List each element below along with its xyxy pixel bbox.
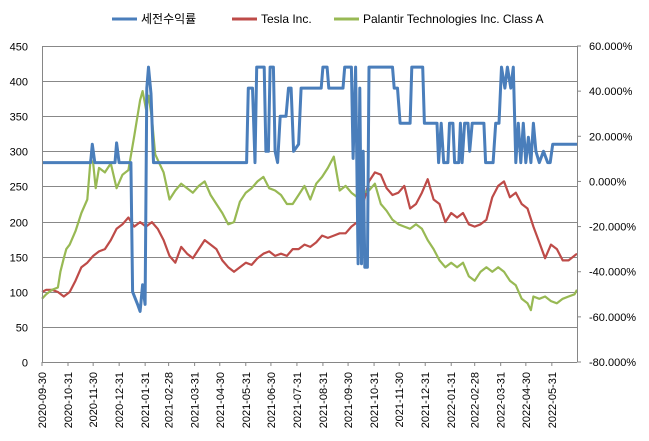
left-axis-ticks: 0 50 100 150 200 250 300 350 400 450 [10,42,28,370]
x-tick-label: 2020-11-30 [88,372,100,427]
x-tick-label: 2022-04-30 [521,372,533,428]
x-tick-label: 2021-07-31 [292,372,304,428]
x-tick-label: 2021-03-31 [190,372,202,428]
right-tick-label: -80.000% [589,357,636,369]
right-tick-label: -20.000% [589,222,636,234]
x-tick-label: 2021-04-30 [215,372,227,428]
legend-label: Tesla Inc. [261,12,312,26]
legend-label: Palantir Technologies Inc. Class A [363,12,544,26]
legend-label: 세전수익률 [141,12,196,26]
x-tick-label: 2021-09-30 [343,372,355,428]
right-tick-label: 20.000% [589,131,633,143]
x-tick-label: 2021-11-30 [394,372,406,427]
x-tick-label: 2021-05-31 [241,372,253,428]
right-axis-ticks: -80.000% -60.000% -40.000% -20.000% 0.000% 20… [589,41,636,369]
left-tick-label: 100 [10,288,28,300]
x-tick-label: 2020-09-30 [37,372,49,428]
left-tick-label: 0 [22,358,28,370]
x-tick-label: 2022-03-31 [496,372,508,428]
right-tick-label: 0.000% [589,176,627,188]
x-tick-label: 2022-01-31 [446,372,458,428]
x-tick-label: 2021-12-31 [420,372,432,428]
left-tick-label: 50 [16,323,28,335]
axes [41,45,581,366]
legend: 세전수익률 Tesla Inc. Palantir Technologies Inc… [112,12,544,26]
left-tick-label: 200 [10,218,28,230]
left-tick-label: 300 [10,147,28,159]
left-tick-label: 350 [10,112,28,124]
x-axis-ticks: 2020-09-30 2020-10-31 2020-11-30 2020-12-31… [37,372,559,428]
x-tick-label: 2022-05-31 [547,372,559,428]
x-tick-label: 2021-06-30 [266,372,278,428]
x-tick-label: 2020-10-31 [63,372,75,428]
x-tick-label: 2021-08-31 [318,372,330,428]
income-rate-line [42,65,577,313]
x-tick-label: 2021-10-31 [369,372,381,428]
legend-item-income-rate: 세전수익률 [112,12,196,26]
x-tick-label: 2021-02-28 [164,372,176,428]
x-tick-label: 2021-01-31 [140,372,152,428]
x-tick-label: 2020-12-31 [114,372,126,428]
right-tick-label: -60.000% [589,312,636,324]
left-tick-label: 150 [10,253,28,265]
right-tick-label: -40.000% [589,267,636,279]
palantir-line [41,90,578,312]
left-tick-label: 400 [10,77,28,89]
left-tick-label: 450 [10,42,28,54]
x-tick-label: 2022-02-28 [470,372,482,428]
left-tick-label: 250 [10,182,28,194]
right-tick-label: 40.000% [589,86,633,98]
right-tick-label: 60.000% [589,41,633,53]
tesla-line [41,171,578,298]
legend-item-palantir: Palantir Technologies Inc. Class A [334,12,544,26]
series-layer [41,65,578,313]
legend-item-tesla: Tesla Inc. [232,12,312,26]
